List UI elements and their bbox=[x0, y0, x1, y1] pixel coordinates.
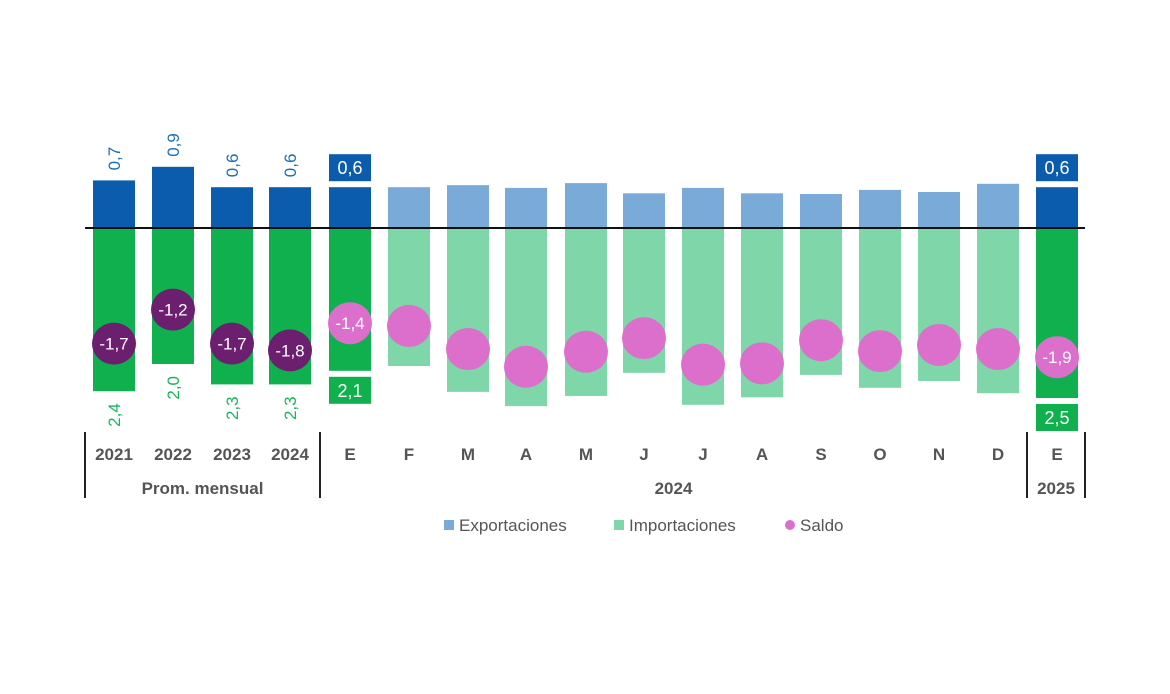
export-bar bbox=[800, 194, 842, 228]
legend-swatch-saldo bbox=[785, 520, 795, 530]
legend-label-saldo: Saldo bbox=[800, 516, 843, 535]
export-bar bbox=[505, 187, 547, 228]
import-value-label: 2,4 bbox=[105, 403, 124, 427]
x-tick-label: 2023 bbox=[213, 445, 251, 464]
export-bar bbox=[211, 187, 253, 228]
export-value-label: 0,9 bbox=[164, 133, 183, 157]
group-label: 2024 bbox=[655, 479, 693, 498]
export-bar bbox=[269, 187, 311, 228]
import-bar bbox=[329, 228, 371, 371]
export-label-box bbox=[1036, 154, 1078, 182]
export-bar bbox=[977, 183, 1019, 228]
import-label-box bbox=[329, 376, 371, 404]
saldo-value-label: -1,8 bbox=[275, 341, 304, 360]
saldo-dot bbox=[622, 317, 666, 360]
x-tick-label: 2021 bbox=[95, 445, 133, 464]
import-label-box bbox=[1036, 404, 1078, 431]
export-value-label: 0,6 bbox=[223, 154, 242, 178]
legend-swatch-importaciones bbox=[614, 520, 624, 530]
x-tick-label: A bbox=[756, 445, 768, 464]
export-value-label: 0,6 bbox=[281, 154, 300, 178]
saldo-dot bbox=[210, 322, 254, 365]
export-bar bbox=[329, 187, 371, 228]
saldo-dot bbox=[1035, 336, 1079, 379]
x-tick-label: 2024 bbox=[271, 445, 309, 464]
saldo-dot bbox=[504, 345, 548, 388]
saldo-value-label: -1,9 bbox=[1042, 348, 1071, 367]
export-value-label: 0,6 bbox=[1044, 158, 1069, 178]
group-label: 2025 bbox=[1037, 479, 1075, 498]
x-tick-label: F bbox=[404, 445, 414, 464]
legend-label-exportaciones: Exportaciones bbox=[459, 516, 567, 535]
data-labels-layer: 0,7 2,4 -1,7 0,9 2,0 -1,2 0,6 2,3 -1,7 0,6 2,3 -1,8… bbox=[99, 133, 1078, 431]
export-bar bbox=[1036, 187, 1078, 228]
legend-label-importaciones: Importaciones bbox=[629, 516, 736, 535]
legend: Exportaciones Importaciones Saldo bbox=[444, 516, 843, 535]
export-bar bbox=[388, 187, 430, 228]
saldo-value-label: -1,7 bbox=[217, 335, 246, 354]
x-tick-label: D bbox=[992, 445, 1004, 464]
export-value-label: 0,6 bbox=[337, 158, 362, 178]
x-tick-label: N bbox=[933, 445, 945, 464]
export-bar bbox=[859, 189, 901, 228]
export-label-box bbox=[329, 154, 371, 182]
saldo-dot bbox=[976, 328, 1020, 371]
export-bar bbox=[565, 183, 607, 228]
export-bar bbox=[682, 187, 724, 228]
saldo-dot bbox=[446, 328, 490, 371]
export-bar bbox=[93, 180, 135, 228]
x-tick-label: O bbox=[873, 445, 886, 464]
import-value-label: 2,0 bbox=[164, 376, 183, 400]
export-bar bbox=[918, 191, 960, 228]
x-tick-label: 2022 bbox=[154, 445, 192, 464]
saldo-dot bbox=[799, 319, 843, 362]
import-value-label: 2,3 bbox=[223, 396, 242, 420]
x-tick-label: A bbox=[520, 445, 532, 464]
saldo-value-label: -1,2 bbox=[158, 301, 187, 320]
saldo-dot bbox=[740, 342, 784, 385]
saldo-dot bbox=[328, 302, 372, 345]
x-tick-label: E bbox=[1051, 445, 1062, 464]
export-bar bbox=[152, 166, 194, 228]
export-bar bbox=[741, 193, 783, 228]
saldo-dot bbox=[387, 304, 431, 347]
saldo-dot bbox=[268, 329, 312, 372]
export-bar bbox=[623, 193, 665, 228]
x-axis: 2021 2022 2023 2024 E F M A M J J A S O N D E Prom. mensu… bbox=[84, 432, 1086, 498]
export-bar bbox=[447, 185, 489, 228]
x-tick-label: M bbox=[461, 445, 475, 464]
group-label: Prom. mensual bbox=[142, 479, 264, 498]
x-tick-label: M bbox=[579, 445, 593, 464]
saldo-dot bbox=[917, 323, 961, 366]
import-bar bbox=[93, 228, 135, 392]
saldo-dot bbox=[92, 322, 136, 365]
saldo-dot bbox=[151, 288, 195, 331]
x-tick-label: J bbox=[698, 445, 707, 464]
export-value-label: 0,7 bbox=[105, 147, 124, 171]
saldo-value-label: -1,7 bbox=[99, 335, 128, 354]
import-value-label: 2,5 bbox=[1044, 408, 1069, 428]
saldo-dot bbox=[858, 330, 902, 373]
saldo-dot bbox=[681, 343, 725, 386]
legend-swatch-exportaciones bbox=[444, 520, 454, 530]
x-tick-label: J bbox=[639, 445, 648, 464]
saldo-dot bbox=[564, 330, 608, 373]
saldo-dots-layer bbox=[92, 288, 1079, 388]
import-value-label: 2,1 bbox=[337, 381, 362, 401]
x-tick-label: E bbox=[344, 445, 355, 464]
x-tick-label: S bbox=[815, 445, 826, 464]
saldo-value-label: -1,4 bbox=[335, 314, 364, 333]
import-value-label: 2,3 bbox=[281, 396, 300, 420]
